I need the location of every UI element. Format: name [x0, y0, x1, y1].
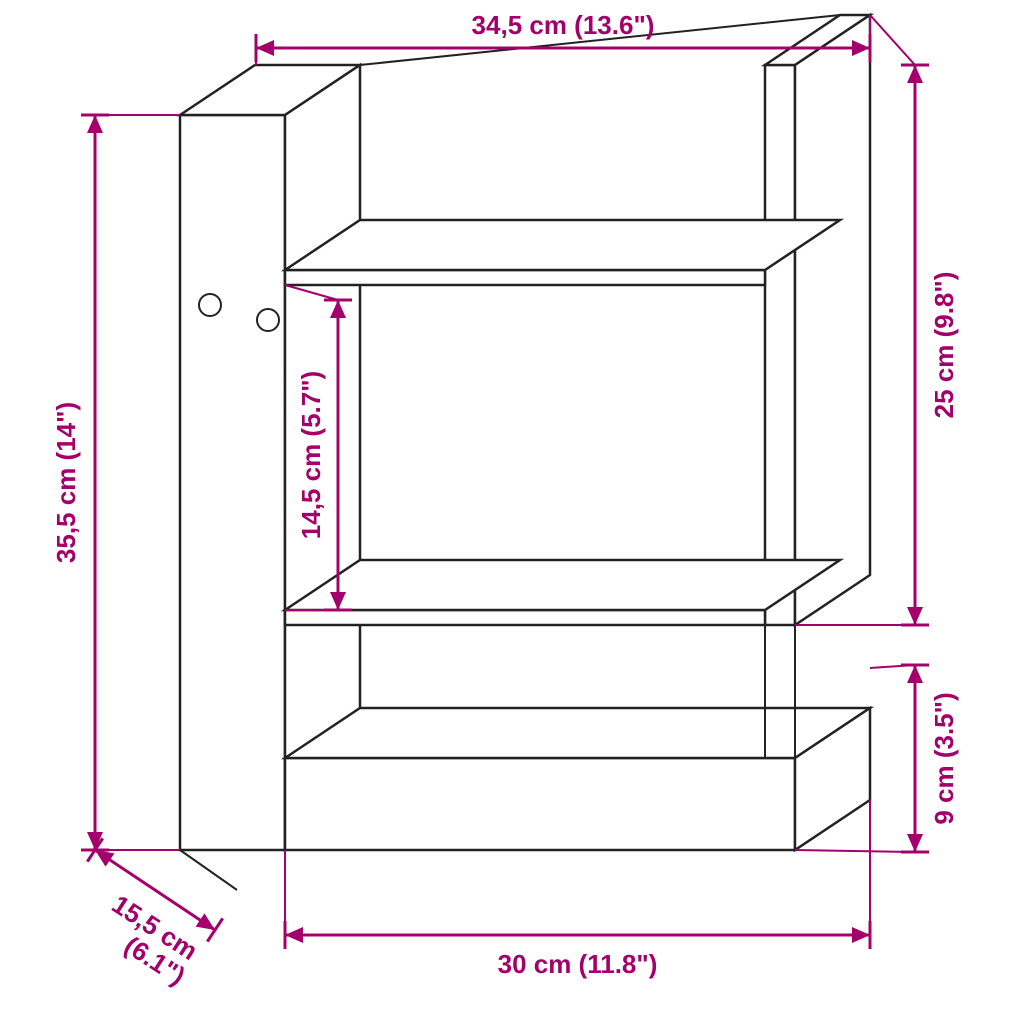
- dim-bottom-width: 30 cm (11.8"): [498, 949, 658, 979]
- dim-shelf-gap: 14,5 cm (5.7"): [296, 371, 326, 539]
- dim-right-upper: 25 cm (9.8"): [929, 272, 959, 419]
- dim-top-width: 34,5 cm (13.6"): [472, 10, 655, 40]
- dim-left-height: 35,5 cm (14"): [51, 402, 81, 563]
- dim-right-lower: 9 cm (3.5"): [929, 692, 959, 824]
